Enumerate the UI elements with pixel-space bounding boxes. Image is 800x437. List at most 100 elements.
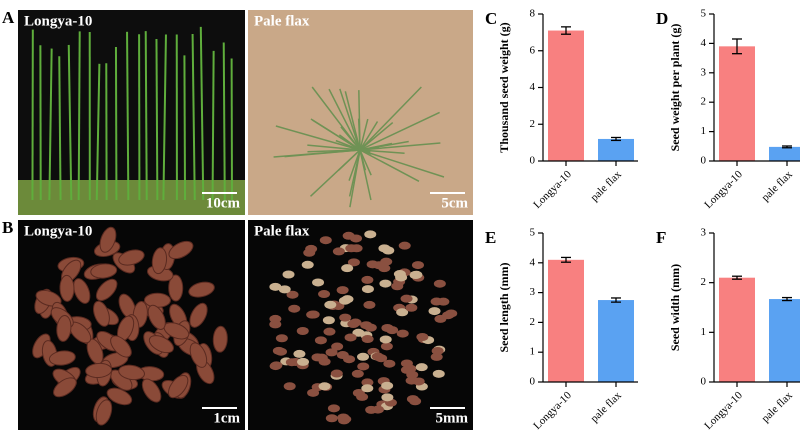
plant-stem xyxy=(183,55,187,201)
photo-label: Longya-10 xyxy=(24,223,92,239)
seed xyxy=(343,355,356,364)
x-tick-label: pale flax xyxy=(759,389,795,425)
photo-label: Longya-10 xyxy=(24,13,92,29)
seed xyxy=(357,352,370,361)
seed xyxy=(406,370,419,379)
seed xyxy=(344,333,357,342)
pale-flax-branch xyxy=(328,88,361,151)
seed xyxy=(356,392,369,401)
seed xyxy=(415,363,428,372)
seed xyxy=(90,263,118,279)
seed xyxy=(381,393,394,402)
seed xyxy=(99,226,117,253)
seed xyxy=(327,404,340,413)
y-tick-label: 3 xyxy=(530,286,536,298)
seed xyxy=(430,352,443,361)
pale-flax-branch xyxy=(359,121,394,151)
seed xyxy=(269,314,282,323)
seed xyxy=(48,350,76,366)
seed xyxy=(342,231,355,240)
photo-a-right xyxy=(248,10,473,215)
seed xyxy=(366,260,379,269)
y-tick-label: 1 xyxy=(701,326,707,338)
seed xyxy=(361,275,374,284)
y-tick-label: 3 xyxy=(701,227,707,239)
seed xyxy=(59,274,75,302)
plant-stem xyxy=(48,48,53,201)
y-tick-label: 1 xyxy=(530,346,536,358)
bar xyxy=(548,30,584,161)
seed xyxy=(314,336,327,345)
seed xyxy=(318,382,331,391)
seed xyxy=(347,258,360,267)
seed xyxy=(118,249,145,266)
y-tick-label: 1 xyxy=(701,125,707,137)
plant-stem xyxy=(58,56,62,201)
seed xyxy=(339,313,352,322)
seed xyxy=(381,323,394,332)
seed xyxy=(330,369,343,378)
seed xyxy=(282,270,295,279)
seed xyxy=(433,279,446,288)
seed xyxy=(141,378,162,403)
seed xyxy=(412,377,425,386)
scale-label: 1cm xyxy=(213,410,240,426)
seed xyxy=(93,300,110,327)
seed xyxy=(189,342,208,368)
seed xyxy=(398,241,411,250)
plant-stem xyxy=(199,26,205,201)
y-tick-label: 5 xyxy=(530,227,536,239)
seed xyxy=(396,329,409,338)
y-tick-label: 4 xyxy=(530,256,536,268)
seed xyxy=(361,335,374,344)
y-tick-label: 2 xyxy=(701,276,707,288)
seed xyxy=(95,278,118,302)
x-tick-label: pale flax xyxy=(588,389,624,425)
seed xyxy=(341,295,354,304)
plant-stem xyxy=(191,33,196,201)
seed xyxy=(318,357,331,366)
x-tick-label: Longya-10 xyxy=(702,168,745,211)
y-tick-label: 6 xyxy=(530,44,536,56)
plant-stem xyxy=(211,50,215,201)
seed xyxy=(303,248,316,257)
x-tick-label: pale flax xyxy=(588,168,624,204)
seed xyxy=(312,278,325,287)
seed xyxy=(168,274,184,302)
seed xyxy=(325,414,338,423)
seed xyxy=(442,311,455,320)
seed xyxy=(338,416,351,425)
scale-label: 5mm xyxy=(436,410,469,426)
x-tick-label: Longya-10 xyxy=(531,168,574,211)
photo-a-left-ground xyxy=(18,180,245,215)
seed xyxy=(347,319,360,328)
pale-flax-branch xyxy=(275,125,361,151)
seed xyxy=(189,302,208,328)
seed xyxy=(293,349,306,358)
seed xyxy=(297,357,310,366)
seed xyxy=(283,382,296,391)
seed xyxy=(274,347,287,356)
seed xyxy=(269,282,282,291)
seed xyxy=(431,346,444,355)
seed xyxy=(110,335,132,358)
seed xyxy=(361,378,374,387)
photo-label: Pale flax xyxy=(254,13,310,29)
seed xyxy=(188,281,215,298)
bar xyxy=(769,299,800,382)
y-axis-label: Thousand seed weight (g) xyxy=(497,22,511,152)
x-tick-label: pale flax xyxy=(759,168,795,204)
plant-stem xyxy=(95,63,101,201)
pale-flax-branch xyxy=(359,86,422,151)
seed xyxy=(106,387,133,406)
seed xyxy=(85,362,113,379)
seed xyxy=(371,405,384,414)
seed xyxy=(151,247,168,275)
seed xyxy=(331,342,344,351)
seed xyxy=(168,374,189,399)
pale-flax-branch xyxy=(359,118,369,151)
x-tick-label: Longya-10 xyxy=(531,389,574,432)
pale-flax-branch xyxy=(359,149,405,155)
bar xyxy=(548,259,584,382)
pale-flax-branch xyxy=(340,126,361,151)
